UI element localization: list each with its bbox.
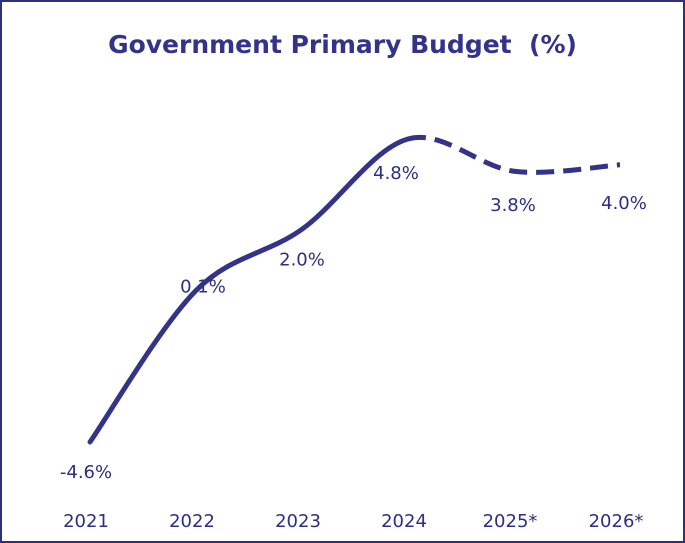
- x-tick-label: 2024: [381, 511, 427, 532]
- series-lines: [87, 135, 621, 445]
- chart-title: Government Primary Budget (%): [108, 30, 577, 59]
- x-tick-label: 2023: [275, 511, 321, 532]
- x-axis-ticks: 2021 2022 2023 2024 2025* 2026*: [63, 511, 643, 532]
- x-tick-label: 2021: [63, 511, 109, 532]
- x-tick-label: 2026*: [589, 511, 644, 532]
- data-labels: -4.6% 0.1% 2.0% 4.8% 3.8% 4.0%: [60, 163, 647, 483]
- data-label: 4.8%: [373, 163, 419, 184]
- x-tick-label: 2022: [169, 511, 215, 532]
- data-label: -4.6%: [60, 462, 112, 483]
- x-tick-label: 2025*: [483, 511, 538, 532]
- series-line-projected: [407, 135, 621, 175]
- data-label: 0.1%: [180, 277, 226, 298]
- data-label: 2.0%: [279, 249, 325, 270]
- data-label: 3.8%: [490, 195, 536, 216]
- data-label: 4.0%: [601, 193, 647, 214]
- series-line-actual: [87, 136, 411, 445]
